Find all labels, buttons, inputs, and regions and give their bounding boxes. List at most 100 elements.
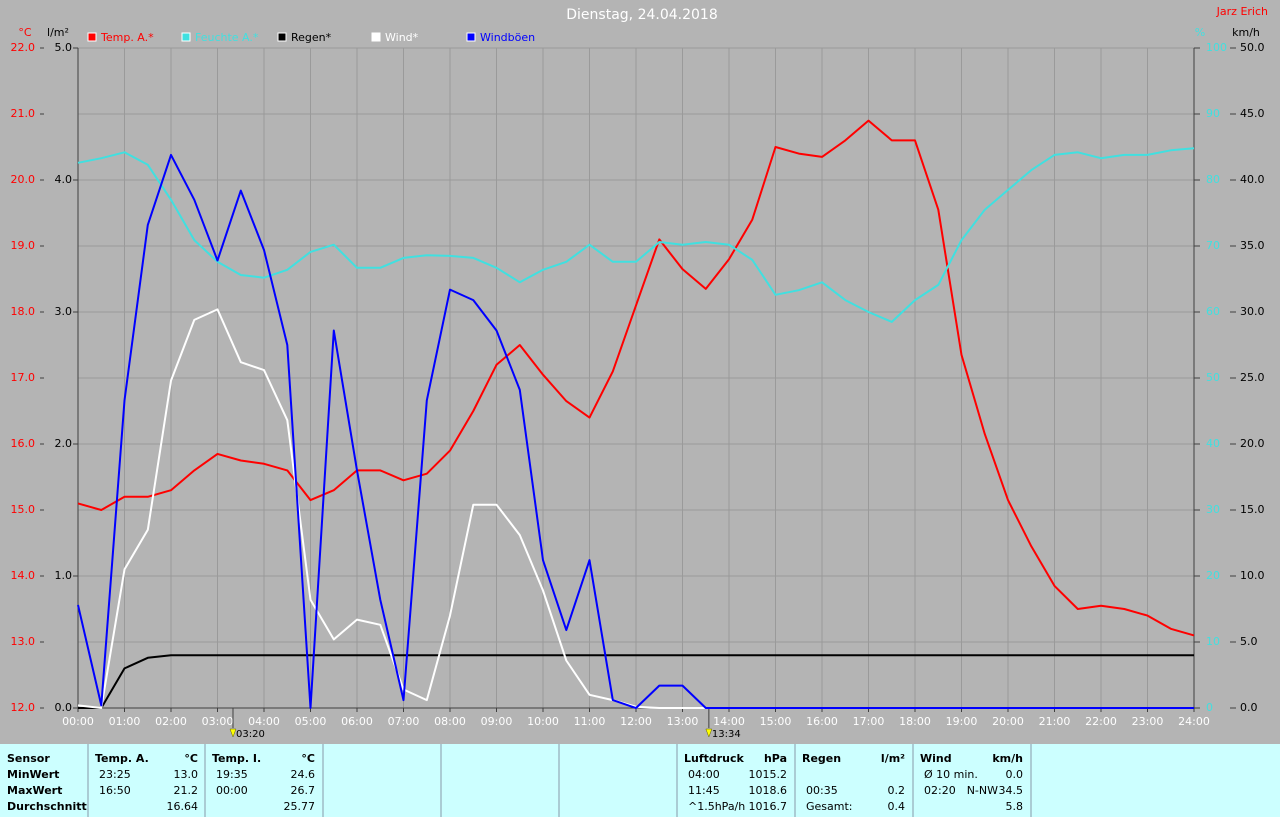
y-tick-label: 2.0 — [55, 437, 73, 450]
y-tick-label: 5.0 — [1240, 635, 1258, 648]
y-tick-label: 20 — [1206, 569, 1220, 582]
x-tick-label: 03:00 — [202, 715, 234, 728]
event-label: 03:20 — [236, 729, 265, 740]
cell-value: 0.4 — [888, 800, 906, 813]
y-tick-label: 20.0 — [11, 173, 36, 186]
cell-value: 1016.7 — [749, 800, 788, 813]
x-tick-label: 20:00 — [992, 715, 1024, 728]
y-tick-label: 25.0 — [1240, 371, 1265, 384]
x-tick-label: 01:00 — [109, 715, 141, 728]
y-tick-label: 60 — [1206, 305, 1220, 318]
y-tick-label: 1.0 — [55, 569, 73, 582]
column-unit: km/h — [992, 752, 1023, 765]
column-title: Regen — [802, 752, 841, 765]
y-tick-label: 30.0 — [1240, 305, 1265, 318]
cell-value: 26.7 — [291, 784, 316, 797]
cell-value: 34.5 — [999, 784, 1024, 797]
row-label: MinWert — [7, 768, 59, 781]
cell-time: Ø 10 min. — [924, 768, 978, 781]
cell-time: 04:00 — [688, 768, 720, 781]
y-tick-label: 18.0 — [11, 305, 36, 318]
x-tick-label: 12:00 — [620, 715, 652, 728]
y-tick-label: 17.0 — [11, 371, 36, 384]
legend-swatch — [466, 32, 476, 42]
y-tick-label: 14.0 — [11, 569, 36, 582]
author: Jarz Erich — [1216, 5, 1268, 18]
y-tick-label: 20.0 — [1240, 437, 1265, 450]
x-tick-label: 07:00 — [388, 715, 420, 728]
cell-value: 1015.2 — [749, 768, 788, 781]
cell-time: Gesamt: — [806, 800, 853, 813]
x-tick-label: 08:00 — [434, 715, 466, 728]
y-tick-label: 5.0 — [55, 41, 73, 54]
y-tick-label: 21.0 — [11, 107, 36, 120]
cell-value: 0.2 — [888, 784, 906, 797]
legend-swatch — [87, 32, 97, 42]
cell-time: 00:00 — [216, 784, 248, 797]
cell-value: 24.6 — [291, 768, 316, 781]
series-line — [77, 147, 1195, 323]
cell-value: 25.77 — [284, 800, 316, 813]
y-tick-label: 90 — [1206, 107, 1220, 120]
y-tick-label: 10 — [1206, 635, 1220, 648]
cell-time: 23:25 — [99, 768, 131, 781]
cell-value: 5.8 — [1006, 800, 1024, 813]
y-tick-label: 10.0 — [1240, 569, 1265, 582]
summary-background — [0, 744, 1280, 817]
x-tick-label: 05:00 — [295, 715, 327, 728]
row-label: Sensor — [7, 752, 50, 765]
cell-time: 11:45 — [688, 784, 720, 797]
cell-direction: N-NW — [967, 784, 998, 797]
y-tick-label: 13.0 — [11, 635, 36, 648]
y-tick-label: 3.0 — [55, 305, 73, 318]
event-icon — [229, 728, 237, 738]
x-tick-label: 02:00 — [155, 715, 187, 728]
cell-time: 02:20 — [924, 784, 956, 797]
y-tick-label: 50.0 — [1240, 41, 1265, 54]
axis-unit: % — [1195, 26, 1205, 39]
y-tick-label: 50 — [1206, 371, 1220, 384]
chart-background — [0, 0, 1280, 744]
x-tick-label: 04:00 — [248, 715, 280, 728]
x-tick-label: 18:00 — [899, 715, 931, 728]
x-tick-label: 23:00 — [1132, 715, 1164, 728]
column-title: Temp. I. — [212, 752, 261, 765]
legend-label: Feuchte A.* — [195, 31, 259, 44]
legend-label: Temp. A.* — [100, 31, 154, 44]
x-tick-label: 16:00 — [806, 715, 838, 728]
event-label: 13:34 — [712, 729, 741, 740]
axis-unit: l/m² — [47, 26, 69, 39]
legend-swatch — [181, 32, 191, 42]
x-tick-label: 22:00 — [1085, 715, 1117, 728]
legend-label: Regen* — [291, 31, 332, 44]
y-tick-label: 19.0 — [11, 239, 36, 252]
axis-unit: km/h — [1232, 26, 1260, 39]
row-label: Durchschnitt — [7, 800, 87, 813]
legend-swatch — [277, 32, 287, 42]
x-tick-label: 00:00 — [62, 715, 94, 728]
y-tick-label: 16.0 — [11, 437, 36, 450]
x-tick-label: 19:00 — [946, 715, 978, 728]
x-tick-label: 21:00 — [1039, 715, 1071, 728]
cell-value: 0.0 — [1006, 768, 1024, 781]
y-tick-label: 15.0 — [11, 503, 36, 516]
column-unit: °C — [301, 752, 315, 765]
x-tick-label: 09:00 — [481, 715, 513, 728]
column-unit: hPa — [764, 752, 787, 765]
x-tick-label: 14:00 — [713, 715, 745, 728]
y-tick-label: 0.0 — [55, 701, 73, 714]
x-tick-label: 13:00 — [667, 715, 699, 728]
legend-swatch — [371, 32, 381, 42]
x-tick-label: 15:00 — [760, 715, 792, 728]
y-tick-label: 40 — [1206, 437, 1220, 450]
y-tick-label: 40.0 — [1240, 173, 1265, 186]
y-tick-label: 45.0 — [1240, 107, 1265, 120]
cell-time: 19:35 — [216, 768, 248, 781]
cell-value: 13.0 — [174, 768, 199, 781]
chart-title: Dienstag, 24.04.2018 — [566, 7, 717, 23]
row-label: MaxWert — [7, 784, 62, 797]
cell-time: 16:50 — [99, 784, 131, 797]
column-unit: °C — [184, 752, 198, 765]
